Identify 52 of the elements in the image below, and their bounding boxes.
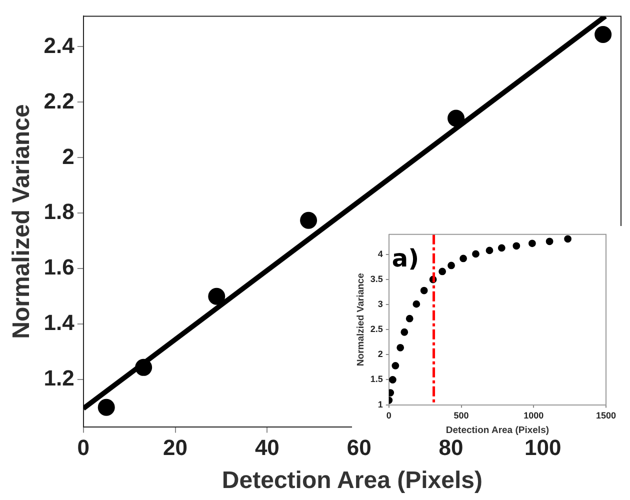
x-tick-label: 80 xyxy=(438,435,464,460)
y-tick-label: 2.2 xyxy=(44,88,74,114)
point xyxy=(546,238,554,246)
point xyxy=(448,262,455,270)
y-tick-label: 2 xyxy=(62,144,74,169)
y-tick-label: 3.5 xyxy=(370,274,383,284)
y-tick-label: 2.5 xyxy=(370,324,383,334)
point xyxy=(512,242,520,250)
x-tick-label: 100 xyxy=(524,435,562,460)
point xyxy=(594,26,612,44)
point xyxy=(412,300,420,308)
y-tick-label: 2 xyxy=(378,349,383,360)
x-tick-label: 500 xyxy=(454,410,469,421)
point xyxy=(98,398,115,416)
point xyxy=(135,358,152,376)
y-axis-title: Normalized Variance xyxy=(8,104,36,339)
x-tick-label: 1500 xyxy=(596,410,616,421)
x-axis-title: Detection Area (Pixels) xyxy=(222,467,482,494)
point xyxy=(400,328,408,336)
point xyxy=(486,246,494,254)
x-tick-label: 0 xyxy=(386,410,392,421)
y-tick-label: 1.5 xyxy=(370,374,383,384)
y-tick-label: 1.2 xyxy=(44,366,74,391)
y-tick-label: 1.8 xyxy=(44,199,74,224)
y-tick-label: 1 xyxy=(378,399,383,410)
point xyxy=(420,286,428,294)
point xyxy=(528,240,536,248)
y-tick-label: 3 xyxy=(378,299,383,310)
point xyxy=(388,376,396,384)
point xyxy=(498,244,506,252)
y-tick-label: 1.4 xyxy=(44,310,76,336)
y-tick-label: 4 xyxy=(378,248,383,259)
point xyxy=(472,250,480,258)
point xyxy=(208,288,226,305)
x-tick-label: 1000 xyxy=(524,410,544,421)
point xyxy=(300,212,318,229)
x-tick-label: 60 xyxy=(346,435,372,460)
point xyxy=(406,314,414,322)
y-tick-label: 1.6 xyxy=(44,254,74,280)
point xyxy=(438,268,446,276)
x-axis-title: Detection Area (Pixels) xyxy=(446,424,550,436)
point xyxy=(448,110,465,127)
y-tick-label: 2.4 xyxy=(44,32,76,58)
x-tick-label: 20 xyxy=(163,435,188,460)
annotation: a) xyxy=(392,244,420,273)
point xyxy=(564,235,572,243)
y-axis-title: Normalzied Variance xyxy=(355,273,366,366)
point xyxy=(392,362,400,370)
point xyxy=(396,344,404,352)
x-tick-label: 40 xyxy=(254,435,280,460)
x-tick-label: 0 xyxy=(77,435,90,460)
point xyxy=(460,254,467,262)
